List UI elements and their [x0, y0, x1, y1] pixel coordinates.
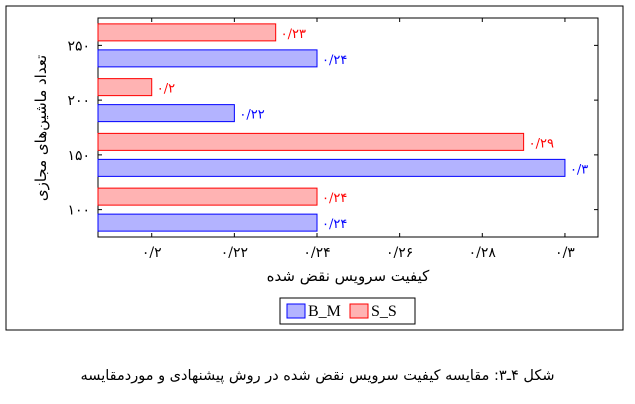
bar-labels: ۰/۲۴ ۰/۲۴ ۰/۳ ۰/۲۹ ۰/۲۲ ۰/۲ ۰/۲۴ ۰/۲۳ [157, 27, 589, 232]
x-tick-label: ۰/۲۶ [386, 245, 413, 261]
legend-label-b-m: B_M [308, 303, 341, 320]
y-tick-label: ۱۵۰ [67, 148, 90, 164]
legend-label-s-s: S_S [371, 303, 397, 320]
legend-swatch-b-m [286, 303, 306, 319]
y-axis-ticks: ۱۰۰ ۱۵۰ ۲۰۰ ۲۵۰ [67, 38, 598, 219]
bar-value-label: ۰/۲۳ [281, 27, 306, 42]
x-tick-label: ۰/۲۴ [303, 245, 330, 261]
y-tick-label: ۱۰۰ [67, 203, 90, 219]
bar-b-m [97, 213, 318, 232]
bar-b-m [97, 49, 318, 68]
x-tick-label: ۰/۲ [142, 245, 162, 261]
bar-value-label: ۰/۲۴ [322, 191, 347, 206]
bar-value-label: ۰/۳ [570, 162, 588, 177]
bar-s-s [97, 78, 153, 97]
x-tick-label: ۰/۲۸ [469, 245, 497, 261]
bars [97, 23, 566, 232]
y-tick-label: ۲۰۰ [67, 93, 90, 109]
x-tick-label: ۰/۳ [555, 245, 575, 261]
x-axis-label: کیفیت سرویس نقض شده [267, 267, 431, 285]
bar-value-label: ۰/۲۲ [239, 108, 264, 123]
bar-b-m [97, 104, 235, 123]
x-axis-ticks: ۰/۲ ۰/۲۲ ۰/۲۴ ۰/۲۶ ۰/۲۸ ۰/۳ [142, 18, 575, 261]
plot-area [97, 17, 599, 238]
figure-caption: شکل ۴ـ۳: مقایسه کیفیت سرویس نقض شده در ر… [80, 368, 555, 384]
bar-value-label: ۰/۲۴ [322, 53, 347, 68]
x-tick-label: ۰/۲۲ [221, 245, 248, 261]
bar-s-s [97, 23, 277, 42]
y-axis-label: تعداد ماشین‌های مجازی [32, 55, 50, 201]
bar-value-label: ۰/۲۹ [529, 136, 554, 151]
legend-swatch-s-s [349, 303, 369, 319]
legend: B_M S_S [279, 297, 416, 325]
bar-s-s [97, 187, 318, 206]
bar-b-m [97, 158, 566, 177]
bar-s-s [97, 132, 525, 151]
chart-frame [5, 5, 624, 331]
bar-value-label: ۰/۲ [157, 82, 175, 97]
bar-value-label: ۰/۲۴ [322, 217, 347, 232]
y-tick-label: ۲۵۰ [67, 38, 90, 54]
